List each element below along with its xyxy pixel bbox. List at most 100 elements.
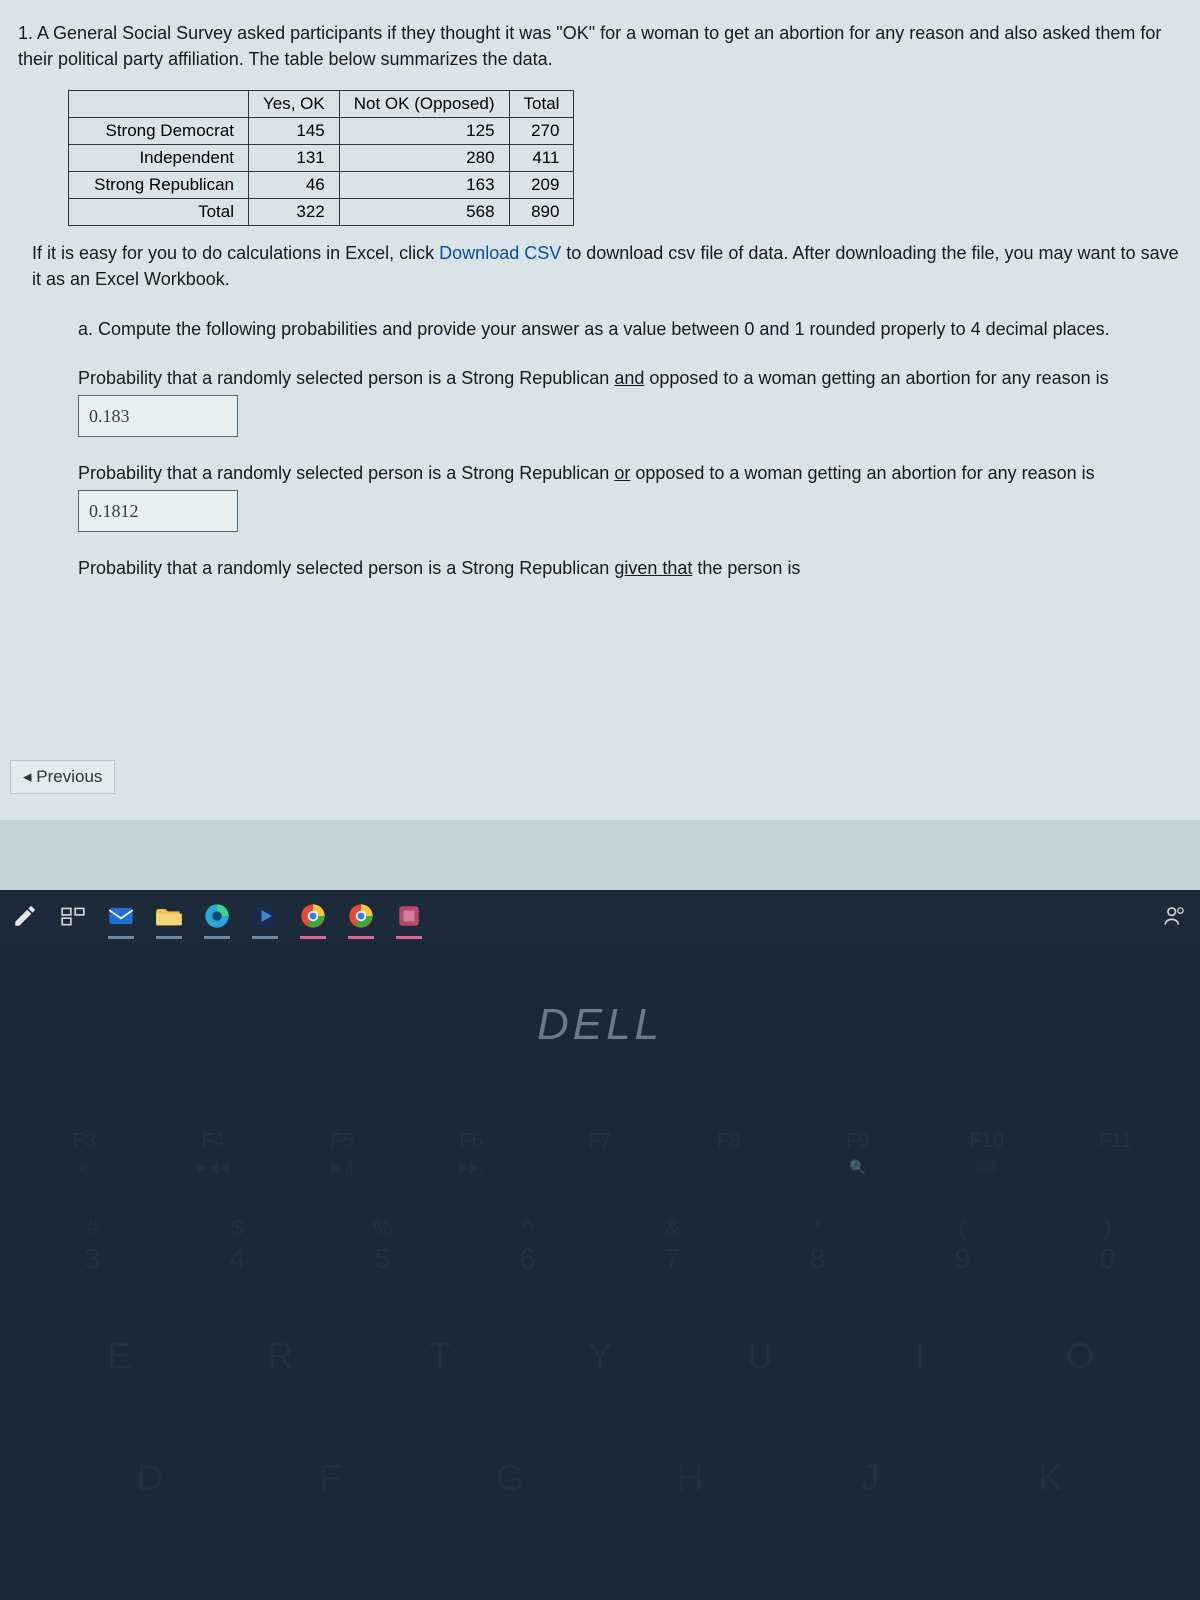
p1-a: Probability that a randomly selected per…	[78, 368, 614, 388]
row-label: Independent	[69, 145, 249, 172]
p3-b: the person is	[692, 558, 800, 578]
col-head: Yes, OK	[249, 91, 340, 118]
taskbar-right	[1158, 899, 1192, 933]
taskbar	[0, 890, 1200, 942]
letter-key: R	[220, 1335, 340, 1377]
num-key: ^6	[473, 1216, 583, 1275]
table-row: Independent 131 280 411	[69, 145, 574, 172]
row-label: Total	[69, 199, 249, 226]
data-table: Yes, OK Not OK (Opposed) Total Strong De…	[68, 90, 574, 226]
fn-key: F6▶▶|	[421, 1130, 521, 1176]
answer-input-2[interactable]: 0.1812	[78, 490, 238, 532]
col-head: Not OK (Opposed)	[339, 91, 509, 118]
post-table-text: If it is easy for you to do calculations…	[32, 240, 1182, 292]
question-body: A General Social Survey asked participan…	[18, 23, 1161, 69]
post-pre: If it is easy for you to do calculations…	[32, 243, 439, 263]
fn-key: F3◂))	[34, 1130, 134, 1176]
prob-line-2: Probability that a randomly selected per…	[78, 457, 1142, 532]
letter-key: O	[1020, 1335, 1140, 1377]
num-key: %5	[328, 1216, 438, 1275]
cell: 270	[509, 118, 574, 145]
num-key: &7	[618, 1216, 728, 1275]
sub-q-intro: a. Compute the following probabilities a…	[78, 316, 1142, 342]
cell: 46	[249, 172, 340, 199]
cell: 322	[249, 199, 340, 226]
cell: 131	[249, 145, 340, 172]
prob-line-3: Probability that a randomly selected per…	[78, 552, 1142, 584]
sub-q-intro-text: Compute the following probabilities and …	[98, 319, 1110, 339]
num-key: *8	[763, 1216, 873, 1275]
letter-key: E	[60, 1335, 180, 1377]
fn-key: F10⌨	[937, 1130, 1037, 1176]
pen-app-icon[interactable]	[8, 899, 42, 933]
letter-key: J	[810, 1457, 930, 1499]
p3-given: given that	[614, 558, 692, 578]
num-key: )0	[1053, 1216, 1163, 1275]
fn-key: F8⎚	[679, 1130, 779, 1176]
letter-key: H	[630, 1457, 750, 1499]
letter-key: T	[380, 1335, 500, 1377]
num-key: $4	[183, 1216, 293, 1275]
letter-row-2: D F G H J K	[0, 1377, 1200, 1499]
question-number: 1.	[18, 23, 33, 43]
question-text: 1. A General Social Survey asked partici…	[18, 20, 1182, 72]
empty-cell	[69, 91, 249, 118]
previous-button[interactable]: ◂ Previous	[10, 760, 115, 794]
p3-a: Probability that a randomly selected per…	[78, 558, 614, 578]
fn-row: F3◂)) F4▶◀◀ F5▶ || F6▶▶| F7 F8⎚ F9🔍 F10⌨…	[0, 1120, 1200, 1176]
cell: 125	[339, 118, 509, 145]
mail-app-icon[interactable]	[104, 899, 138, 933]
people-icon[interactable]	[1158, 899, 1192, 933]
table-row: Total 322 568 890	[69, 199, 574, 226]
num-key: (9	[908, 1216, 1018, 1275]
num-key: #3	[38, 1216, 148, 1275]
col-head: Total	[509, 91, 574, 118]
quiz-screen: 1. A General Social Survey asked partici…	[0, 0, 1200, 890]
cell: 411	[509, 145, 574, 172]
p2-a: Probability that a randomly selected per…	[78, 463, 614, 483]
p1-and: and	[614, 368, 644, 388]
table-row: Strong Republican 46 163 209	[69, 172, 574, 199]
sub-question-a: a. Compute the following probabilities a…	[78, 316, 1142, 584]
dell-logo: DELL	[0, 1000, 1200, 1050]
table-row: Strong Democrat 145 125 270	[69, 118, 574, 145]
p1-b: opposed to a woman getting an abortion f…	[644, 368, 1108, 388]
cell: 209	[509, 172, 574, 199]
letter-key: U	[700, 1335, 820, 1377]
content-area: 1. A General Social Survey asked partici…	[0, 0, 1200, 820]
chrome-canary-icon[interactable]	[344, 899, 378, 933]
letter-key: I	[860, 1335, 980, 1377]
fn-key: F11☼	[1065, 1130, 1165, 1176]
cell: 163	[339, 172, 509, 199]
letter-key: K	[990, 1457, 1110, 1499]
cell: 890	[509, 199, 574, 226]
letter-key: G	[450, 1457, 570, 1499]
keyboard: F3◂)) F4▶◀◀ F5▶ || F6▶▶| F7 F8⎚ F9🔍 F10⌨…	[0, 1120, 1200, 1600]
letter-row-1: E R T Y U I O	[0, 1275, 1200, 1377]
answer-input-1[interactable]: 0.183	[78, 395, 238, 437]
video-app-icon[interactable]	[248, 899, 282, 933]
fn-key: F7	[550, 1130, 650, 1176]
chrome-icon[interactable]	[296, 899, 330, 933]
sub-q-label: a.	[78, 319, 93, 339]
p2-or: or	[614, 463, 630, 483]
table-header-row: Yes, OK Not OK (Opposed) Total	[69, 91, 574, 118]
cell: 280	[339, 145, 509, 172]
num-row: #3 $4 %5 ^6 &7 *8 (9 )0	[0, 1176, 1200, 1275]
letter-key: D	[90, 1457, 210, 1499]
edge-browser-icon[interactable]	[200, 899, 234, 933]
ruler-app-icon[interactable]	[392, 899, 426, 933]
letter-key: Y	[540, 1335, 660, 1377]
fn-key: F9🔍	[808, 1130, 908, 1176]
fn-key: F4▶◀◀	[163, 1130, 263, 1176]
cell: 568	[339, 199, 509, 226]
download-csv-link[interactable]: Download CSV	[439, 243, 561, 263]
prob-line-1: Probability that a randomly selected per…	[78, 362, 1142, 437]
row-label: Strong Republican	[69, 172, 249, 199]
p2-b: opposed to a woman getting an abortion f…	[630, 463, 1094, 483]
task-view-icon[interactable]	[56, 899, 90, 933]
cell: 145	[249, 118, 340, 145]
file-explorer-icon[interactable]	[152, 899, 186, 933]
letter-key: F	[270, 1457, 390, 1499]
row-label: Strong Democrat	[69, 118, 249, 145]
